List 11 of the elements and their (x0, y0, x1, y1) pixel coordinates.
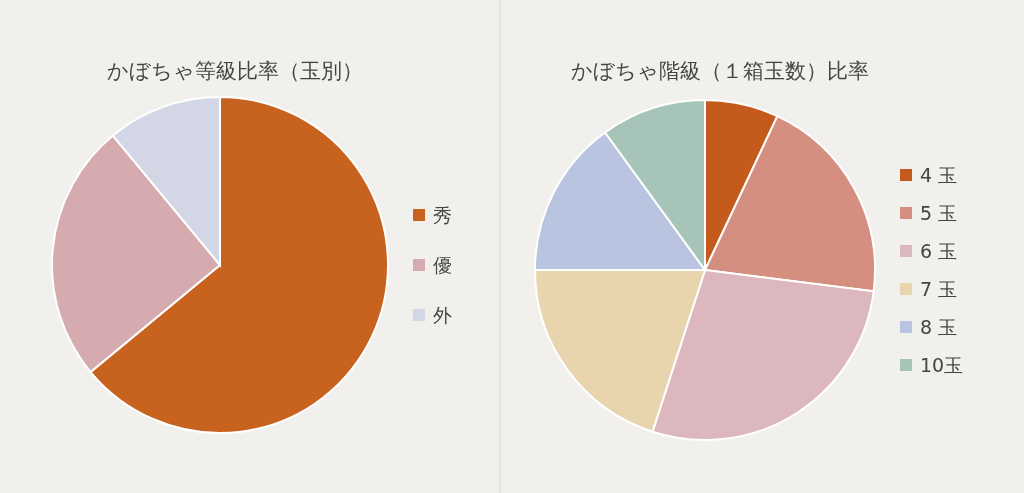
legend-label: 6 玉 (920, 240, 958, 262)
legend-label: 4 玉 (920, 164, 958, 186)
chart-title: かぼちゃ階級（１箱玉数）比率 (571, 59, 869, 83)
legend-label: 8 玉 (920, 316, 958, 338)
legend-label: 10玉 (920, 354, 964, 376)
legend-label: 優 (433, 254, 452, 276)
legend-label: 秀 (433, 204, 452, 226)
legend-label: 7 玉 (920, 278, 958, 300)
legend-label: 外 (433, 304, 452, 326)
legend-label: 5 玉 (920, 202, 958, 224)
chart-title: かぼちゃ等級比率（玉別） (107, 59, 363, 83)
